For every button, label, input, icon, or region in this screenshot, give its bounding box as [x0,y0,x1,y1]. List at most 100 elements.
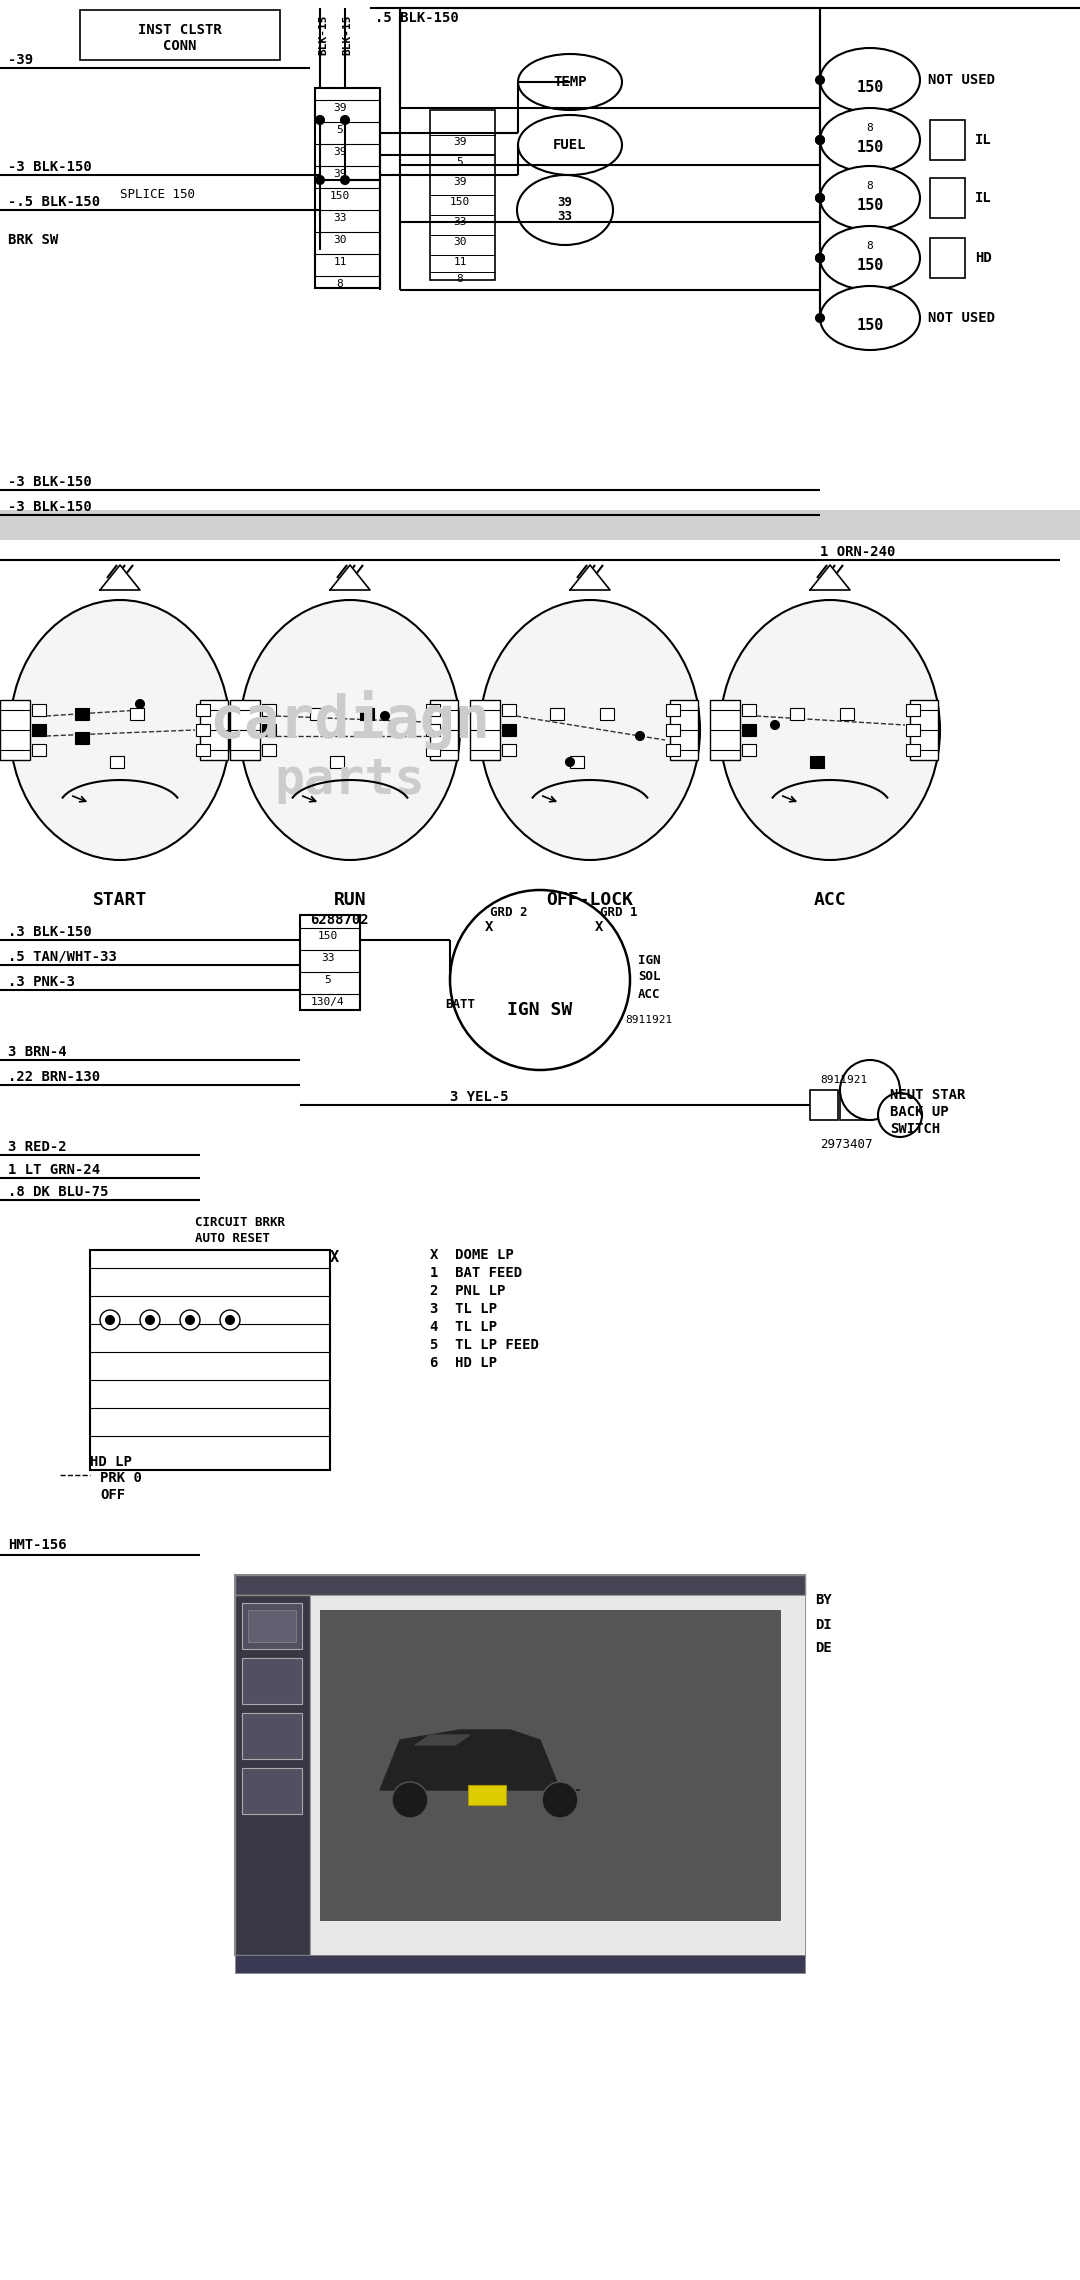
Circle shape [180,1311,200,1329]
Bar [248,1610,296,1642]
Text: -3 BLK-150: -3 BLK-150 [8,160,92,173]
Text: 30: 30 [454,237,467,246]
Text: SPLICE 150: SPLICE 150 [120,189,195,201]
Circle shape [316,116,324,123]
Bar [195,743,210,757]
Bar [742,725,756,736]
Text: .22 BRN-130: .22 BRN-130 [8,1069,100,1083]
Bar [906,725,920,736]
Text: 6288702: 6288702 [310,912,368,928]
Text: DE: DE [815,1642,832,1655]
Text: HD LP: HD LP [90,1455,132,1468]
Circle shape [220,1311,240,1329]
Circle shape [816,315,824,321]
Text: 33: 33 [321,953,335,962]
Text: 8911921: 8911921 [820,1074,867,1085]
Text: OFF: OFF [100,1489,125,1503]
Bar [840,709,854,720]
Bar [242,1712,302,1758]
Bar [600,709,615,720]
Ellipse shape [720,600,940,860]
Text: ACC: ACC [638,987,661,1001]
Text: 39: 39 [334,103,347,114]
Bar [235,1575,805,1596]
Circle shape [816,253,824,262]
Circle shape [450,889,630,1069]
Text: -3 BLK-150: -3 BLK-150 [8,474,92,488]
Text: 130/4: 130/4 [311,996,345,1008]
Text: .8 DK BLU-75: .8 DK BLU-75 [8,1186,108,1199]
Bar [906,743,920,757]
Text: 150: 150 [329,192,350,201]
Bar [262,705,276,716]
Text: 2  PNL LP: 2 PNL LP [430,1284,505,1297]
Bar [906,705,920,716]
Bar [80,9,280,59]
Text: 150: 150 [856,198,883,214]
Circle shape [816,194,824,203]
Circle shape [816,137,824,144]
Bar [242,1658,302,1703]
Bar [310,1596,805,1954]
Bar [810,1090,838,1119]
Circle shape [816,137,824,144]
Bar [300,914,360,1010]
Text: ACC: ACC [813,891,847,910]
Text: CIRCUIT BRKR: CIRCUIT BRKR [195,1215,285,1229]
Text: IL: IL [975,132,991,146]
Circle shape [840,1060,900,1119]
Circle shape [392,1783,428,1817]
Bar [570,757,584,768]
Text: NEUT STAR: NEUT STAR [890,1088,966,1101]
Text: X: X [330,1249,339,1265]
Text: BLK-15: BLK-15 [318,14,328,55]
Text: 1 LT GRN-24: 1 LT GRN-24 [8,1163,100,1176]
Text: BLK-15: BLK-15 [342,14,352,55]
Circle shape [542,1783,578,1817]
Bar [75,709,89,720]
Bar [262,743,276,757]
Polygon shape [330,565,370,591]
Bar [315,89,380,287]
Text: 8: 8 [457,274,463,285]
Text: 150: 150 [856,319,883,333]
Polygon shape [415,1735,470,1744]
Bar [195,705,210,716]
Bar [320,1610,780,1920]
Circle shape [146,1316,154,1325]
Ellipse shape [518,114,622,176]
Bar [130,709,144,720]
Ellipse shape [518,55,622,109]
Bar [502,743,516,757]
Bar [502,705,516,716]
Circle shape [186,1316,194,1325]
Bar [32,743,46,757]
Circle shape [226,1316,234,1325]
Bar [810,757,824,768]
Ellipse shape [480,600,700,860]
Text: 39: 39 [454,178,467,187]
Bar [430,700,458,759]
Bar [930,237,966,278]
Text: 3 RED-2: 3 RED-2 [8,1140,67,1154]
Bar [430,109,495,280]
Text: 3 YEL-5: 3 YEL-5 [450,1090,509,1104]
Bar [550,709,564,720]
Text: 150: 150 [856,141,883,155]
Bar [742,743,756,757]
Bar [468,1785,507,1806]
Text: HMT-156: HMT-156 [8,1539,67,1553]
Text: NOT USED: NOT USED [928,310,995,326]
Ellipse shape [820,226,920,290]
Text: 39: 39 [334,146,347,157]
Circle shape [341,176,349,185]
Bar [502,725,516,736]
Text: DI: DI [815,1619,832,1632]
Text: .5 TAN/WHT-33: .5 TAN/WHT-33 [8,951,117,964]
Text: GRD 1: GRD 1 [600,907,637,919]
Bar [930,178,966,219]
Circle shape [816,194,824,203]
Text: BACK UP: BACK UP [890,1106,948,1119]
Circle shape [566,757,573,766]
Circle shape [136,700,144,709]
